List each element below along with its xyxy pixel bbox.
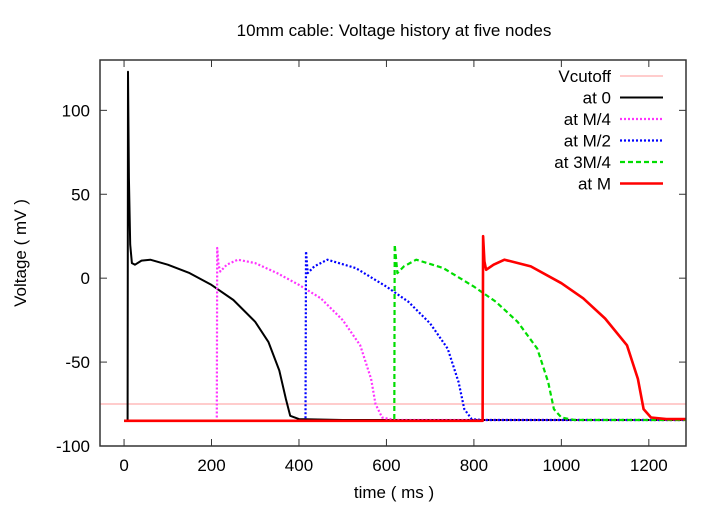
- y-axis-label: Voltage ( mV ): [11, 199, 30, 307]
- y-tick-label: 0: [81, 269, 90, 288]
- y-tick-label: 100: [62, 101, 90, 120]
- legend-label-at-3m-4: at 3M/4: [554, 153, 611, 172]
- y-tick-label: 50: [71, 185, 90, 204]
- x-tick-label: 400: [285, 456, 313, 475]
- series-line-at-3m-4: [124, 243, 686, 422]
- chart-title: 10mm cable: Voltage history at five node…: [237, 21, 552, 40]
- x-tick-label: 200: [197, 456, 225, 475]
- plot-frame: [99, 59, 687, 447]
- legend-label-at-m: at M: [578, 175, 611, 194]
- x-axis-label: time ( ms ): [354, 483, 434, 502]
- series-line-at-m-4: [124, 246, 686, 422]
- series-line-at-0: [124, 70, 686, 422]
- legend-label-vcutoff: Vcutoff: [558, 67, 611, 86]
- series-line-at-m-2: [124, 250, 686, 422]
- x-tick-label: 1200: [630, 456, 668, 475]
- y-tick-label: -50: [65, 353, 90, 372]
- series-line-at-m: [124, 234, 686, 423]
- x-tick-label: 800: [460, 456, 488, 475]
- legend-label-at-m-4: at M/4: [564, 110, 611, 129]
- legend: Vcutoff at 0 at M/4 at M/2 at 3M/4 at M: [554, 67, 663, 194]
- y-tick-label: -100: [56, 437, 90, 456]
- legend-label-at-m-2: at M/2: [564, 132, 611, 151]
- legend-label-at-0: at 0: [583, 89, 611, 108]
- x-tick-label: 1000: [542, 456, 580, 475]
- x-tick-label: 0: [119, 456, 128, 475]
- x-tick-label: 600: [372, 456, 400, 475]
